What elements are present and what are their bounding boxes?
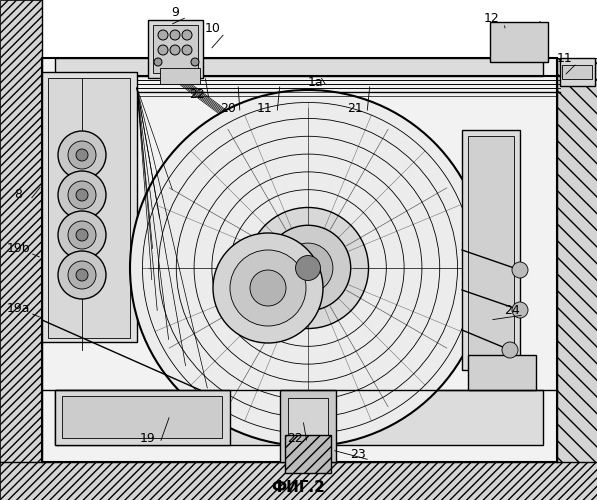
Circle shape bbox=[58, 171, 106, 219]
Circle shape bbox=[296, 256, 321, 280]
Text: 9: 9 bbox=[171, 6, 179, 18]
Circle shape bbox=[58, 211, 106, 259]
Circle shape bbox=[213, 233, 323, 343]
Circle shape bbox=[248, 208, 368, 328]
Circle shape bbox=[154, 58, 162, 66]
Circle shape bbox=[68, 141, 96, 169]
Bar bbox=[62, 396, 222, 438]
Text: 21: 21 bbox=[347, 102, 363, 114]
Text: 23: 23 bbox=[350, 448, 366, 462]
Circle shape bbox=[182, 30, 192, 40]
Circle shape bbox=[58, 251, 106, 299]
Circle shape bbox=[250, 270, 286, 306]
Text: 11: 11 bbox=[557, 52, 573, 64]
Circle shape bbox=[68, 221, 96, 249]
Circle shape bbox=[265, 226, 350, 310]
Text: 8: 8 bbox=[14, 188, 22, 202]
Bar bbox=[160, 68, 200, 84]
Bar bbox=[560, 58, 595, 86]
Circle shape bbox=[68, 261, 96, 289]
Bar bbox=[0, 0, 42, 462]
Circle shape bbox=[182, 45, 192, 55]
Circle shape bbox=[158, 45, 168, 55]
Bar bbox=[280, 390, 336, 462]
Circle shape bbox=[230, 250, 306, 326]
Circle shape bbox=[130, 90, 486, 446]
Circle shape bbox=[58, 131, 106, 179]
Circle shape bbox=[283, 243, 333, 293]
Bar bbox=[153, 25, 198, 73]
Bar bbox=[285, 435, 331, 473]
Circle shape bbox=[76, 149, 88, 161]
Circle shape bbox=[191, 58, 199, 66]
Text: 22: 22 bbox=[287, 432, 303, 444]
Circle shape bbox=[512, 262, 528, 278]
Circle shape bbox=[170, 45, 180, 55]
Bar bbox=[490, 22, 548, 62]
Bar bbox=[55, 390, 230, 445]
Circle shape bbox=[76, 189, 88, 201]
Bar bbox=[557, 58, 597, 462]
Text: 22: 22 bbox=[189, 88, 205, 102]
Circle shape bbox=[76, 229, 88, 241]
Text: 12: 12 bbox=[484, 12, 500, 24]
Text: ФИГ.2: ФИГ.2 bbox=[272, 480, 325, 496]
Bar bbox=[562, 65, 592, 79]
Bar bbox=[55, 390, 543, 445]
Bar bbox=[148, 20, 203, 78]
Bar bbox=[0, 462, 597, 500]
Bar bbox=[55, 58, 543, 76]
Text: 19b: 19b bbox=[6, 242, 30, 254]
Circle shape bbox=[512, 302, 528, 318]
Text: 20: 20 bbox=[220, 102, 236, 114]
Text: 10: 10 bbox=[205, 22, 221, 35]
Bar bbox=[48, 78, 130, 338]
Circle shape bbox=[502, 342, 518, 358]
Circle shape bbox=[68, 181, 96, 209]
Bar bbox=[42, 58, 557, 462]
Bar bbox=[462, 130, 520, 370]
Text: 11: 11 bbox=[257, 102, 273, 114]
Text: 1a: 1a bbox=[307, 76, 323, 88]
Bar bbox=[468, 136, 514, 364]
Circle shape bbox=[170, 30, 180, 40]
Circle shape bbox=[158, 30, 168, 40]
Bar bbox=[42, 72, 137, 342]
Bar bbox=[288, 398, 328, 453]
Text: 19a: 19a bbox=[6, 302, 30, 314]
Text: 19: 19 bbox=[140, 432, 156, 444]
Bar bbox=[468, 355, 536, 390]
Text: 24: 24 bbox=[504, 304, 520, 316]
Circle shape bbox=[76, 269, 88, 281]
